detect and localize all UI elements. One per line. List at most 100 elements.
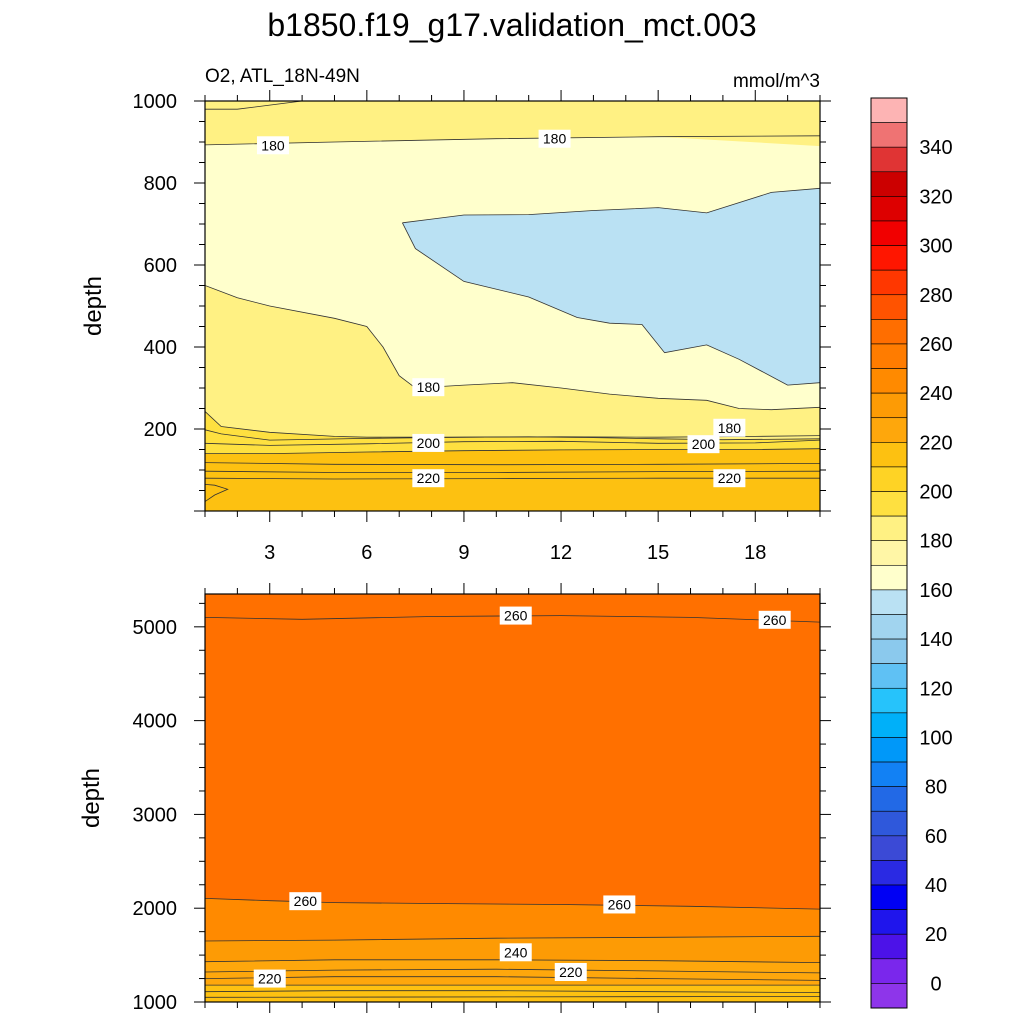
contour-line-5 [205,959,820,963]
contour-label-text: 220 [258,971,282,987]
colorbar-label: 280 [919,285,952,307]
colorbar-swatch [870,884,908,910]
colorbar-label: 160 [919,580,952,602]
y-axis-label: depth [78,768,105,828]
contour-line-1 [205,990,820,993]
y-tick-label: 600 [144,255,177,277]
colorbar-label: 220 [919,432,952,454]
colorbar-label: 340 [919,137,952,159]
contour-band-4 [205,594,820,910]
colorbar-swatch [870,589,908,615]
contour-line-3 [205,462,820,466]
contour-label-text: 220 [718,470,742,486]
x-axis [204,583,821,1013]
contour-label-text: 260 [504,608,528,624]
colorbar: 3403203002802602402202001801601401201008… [870,97,953,1009]
colorbar-label: 60 [925,826,947,848]
contour-label-text: 200 [692,436,716,452]
colorbar-swatch [870,294,908,320]
colorbar-label: 320 [919,186,952,208]
colorbar-swatch [870,614,908,640]
colorbar-swatch [870,712,908,738]
y-tick-label: 2000 [133,898,178,920]
colorbar-swatch [870,491,908,517]
colorbar-swatch [870,368,908,394]
contour-line-5 [205,439,820,446]
contour-label-text: 180 [261,137,285,153]
colorbar-swatch [870,146,908,173]
colorbar-swatch [870,638,908,664]
y-tick-label: 4000 [133,711,178,733]
contour-label-text: 260 [608,896,632,912]
contour-label-text: 220 [559,964,583,980]
colorbar-label: 80 [925,777,947,799]
x-axis: 3 6 9 12 15 18 [204,90,821,564]
colorbar-label: 40 [925,875,947,897]
colorbar-label: 100 [919,727,952,749]
lower-depth-panel: 220 220 240 260 260 260 260 1000 2000 3000 4000 500… [78,583,831,1014]
y-tick-label: 5000 [133,617,178,639]
contour-line-0 [205,996,820,998]
colorbar-swatch [870,958,908,984]
colorbar-swatch [870,466,908,492]
colorbar-swatch [870,417,908,443]
contour-label: 180 [538,129,571,148]
colorbar-swatch [870,909,908,935]
colorbar-label: 300 [919,236,952,258]
colorbar-label: 120 [919,678,952,700]
contour-label: 260 [289,892,322,911]
colorbar-swatch [870,442,908,468]
x-tick-label: 6 [361,542,372,564]
colorbar-swatch [870,786,908,812]
y-tick-label: 3000 [133,804,178,826]
contour-line-3 [205,976,820,981]
colorbar-label: 200 [919,482,952,504]
contour-line-4 [205,968,820,974]
contour-label: 180 [412,378,445,397]
contour-label: 180 [713,418,746,437]
colorbar-swatch [870,540,908,566]
contour-line-6 [205,935,820,942]
colorbar-swatch [870,343,908,369]
contour-label: 200 [412,433,445,452]
colorbar-swatch [870,319,908,345]
colorbar-swatch [870,171,908,197]
colorbar-swatch [870,983,908,1009]
contour-line-9 [402,222,820,386]
colorbar-swatch [870,392,908,419]
colorbar-swatch [870,737,908,763]
contour-label: 220 [713,469,746,488]
colorbar-swatch [870,835,908,861]
contour-label: 220 [554,962,587,981]
colorbar-swatch [870,663,908,689]
contour-label: 200 [687,435,720,454]
y-tick-label: 200 [144,419,177,441]
contour-field: 220 220 240 260 260 260 260 [205,594,820,1002]
panel-subtitle: O2, ATL_18N-49N [205,66,360,87]
colorbar-label: 140 [919,629,952,651]
plot-frame [204,593,821,1003]
contour-label-text: 180 [417,379,441,395]
y-tick-label: 1000 [133,992,178,1014]
colorbar-label: 0 [930,973,941,995]
contour-line-7 [205,411,820,441]
colorbar-swatch [870,269,908,296]
contour-band-4 [402,188,820,386]
contour-line-7 [205,898,820,910]
colorbar-swatch [870,860,908,886]
colorbar-swatch [870,933,908,960]
y-tick-label: 400 [144,337,177,359]
contour-label: 220 [412,469,445,488]
x-tick-label: 12 [550,542,572,564]
contour-line-12 [205,101,303,110]
y-axis: 200 400 600 800 1000 [133,91,831,512]
contour-line-8 [205,615,820,623]
contour-label-text: 220 [417,470,441,486]
contour-label-text: 200 [417,435,441,451]
colorbar-label: 20 [925,924,947,946]
contour-label-text: 240 [504,944,528,960]
contour-label-text: 180 [543,131,567,147]
